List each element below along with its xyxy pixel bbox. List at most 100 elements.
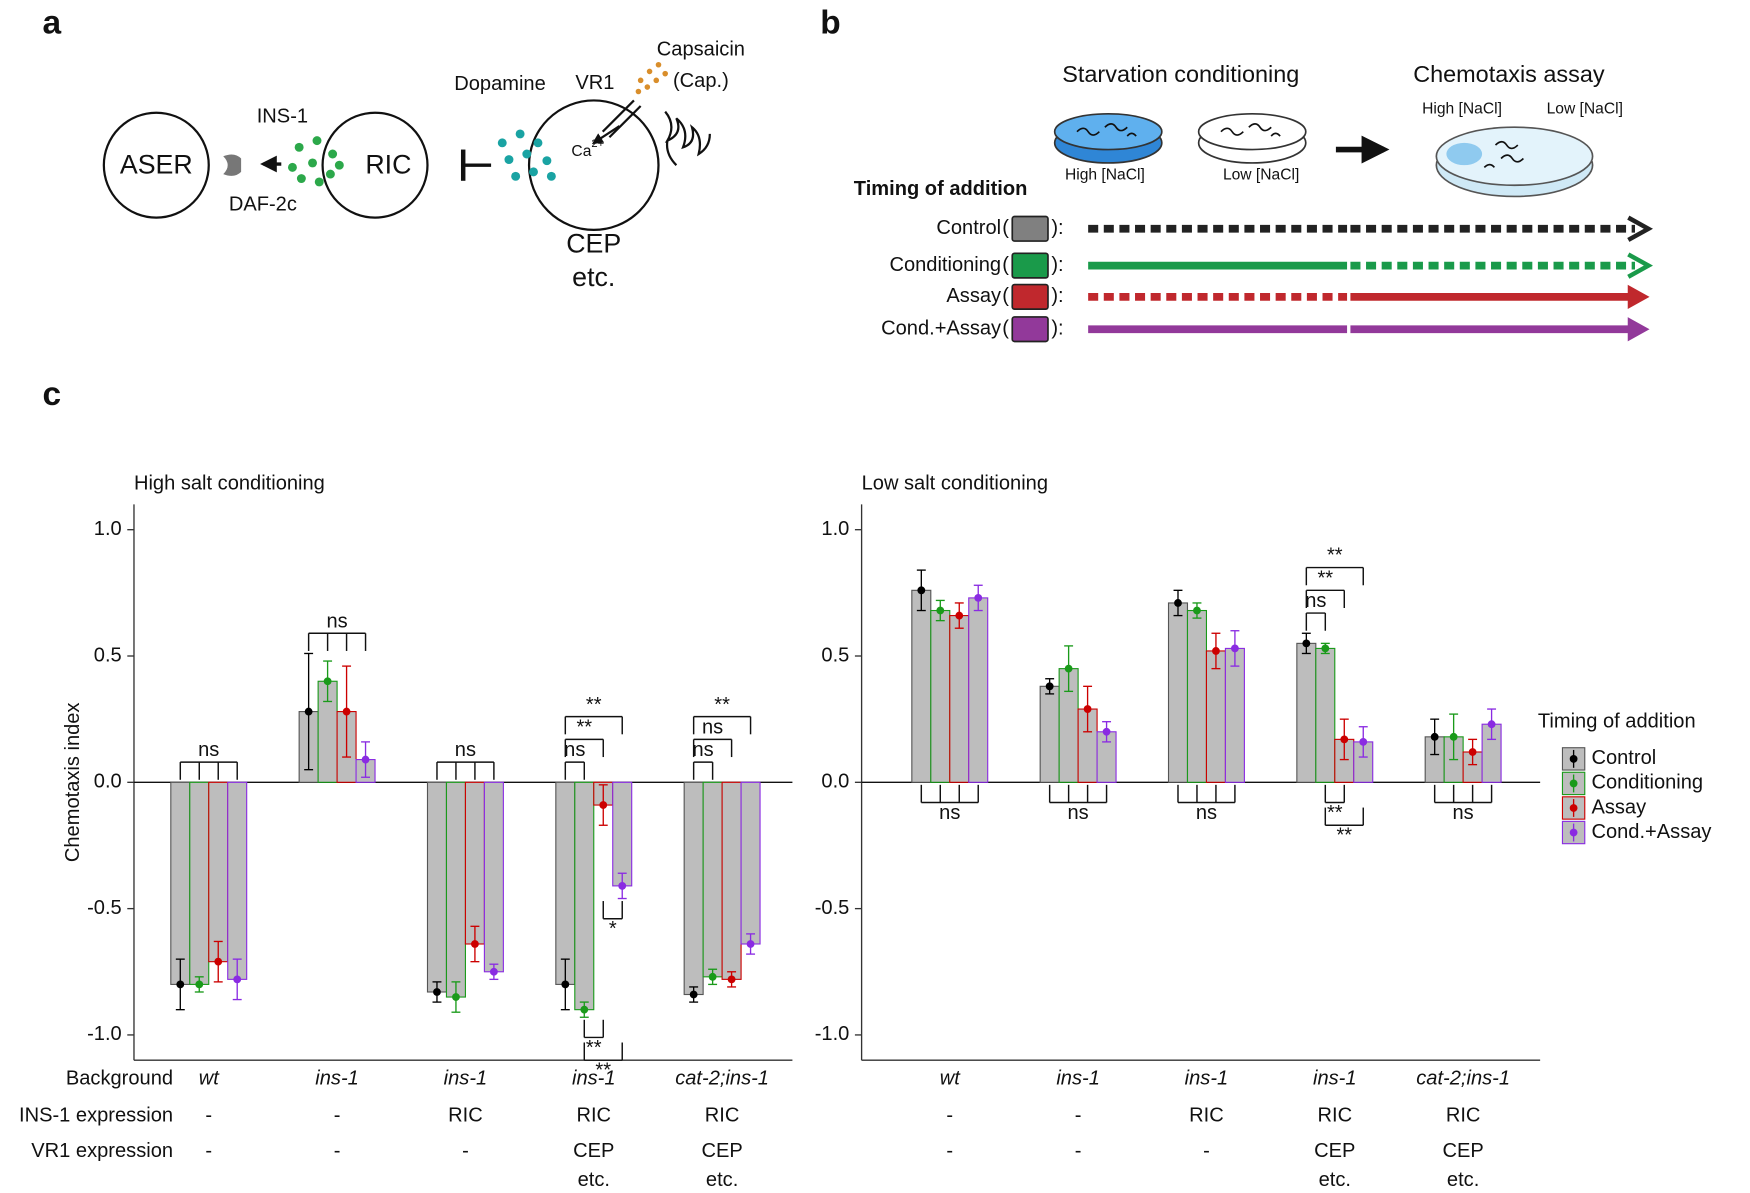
condition: - <box>1075 1140 1082 1162</box>
heading: Chemotaxis assay <box>1413 61 1605 87</box>
bar <box>1039 685 1060 783</box>
heading: Starvation conditioning <box>1062 61 1299 87</box>
row-label: VR1 expression <box>31 1140 173 1162</box>
mean-point <box>1083 705 1092 713</box>
mean-point <box>195 980 204 989</box>
condition: RIC <box>1318 1104 1353 1126</box>
mean-point <box>936 606 945 615</box>
legend-title: Timing of addition <box>1538 710 1696 732</box>
significance: ns <box>198 739 219 761</box>
mean-point <box>176 980 185 989</box>
chart-title: High salt conditioning <box>134 473 325 495</box>
condition: CEP <box>1442 1140 1483 1162</box>
panel-label: a <box>42 4 61 41</box>
mean-point <box>214 957 223 966</box>
significance: ** <box>1327 545 1343 567</box>
y-tick-label: -1.0 <box>815 1023 850 1045</box>
x-tick-label: wt <box>940 1067 961 1089</box>
color-box <box>1011 283 1049 310</box>
row-close: ): <box>1051 285 1063 307</box>
row-close: ): <box>1051 254 1063 276</box>
dopamine-vesicles <box>497 129 556 181</box>
mean-point <box>489 967 498 976</box>
panel-b: b Starvation conditioning Chemotaxis ass… <box>820 4 1653 343</box>
mean-point <box>1468 748 1477 756</box>
mean-point <box>561 980 570 989</box>
bar <box>1167 602 1189 783</box>
y-tick-label: 0.0 <box>821 771 849 793</box>
bar <box>1205 650 1226 783</box>
cilia <box>664 110 711 166</box>
worms <box>1483 140 1524 169</box>
legend-label: Assay <box>1591 796 1646 818</box>
chart-title: Low salt conditioning <box>862 473 1048 495</box>
capsaicin-dots <box>635 61 668 95</box>
mean-point <box>599 801 608 809</box>
color-box <box>1011 316 1049 343</box>
mean-point <box>1045 682 1054 691</box>
chart: Low salt conditioning -1.0 -0.5 0.0 0.5 1.0 ns… <box>815 473 1712 1191</box>
row-open: ( <box>1002 217 1009 239</box>
legend-key <box>1569 754 1578 763</box>
bar <box>1315 647 1336 783</box>
bar <box>445 781 466 998</box>
bar <box>574 781 595 1011</box>
row-open: ( <box>1002 285 1009 307</box>
condition: - <box>334 1104 341 1126</box>
condition: CEP <box>1314 1140 1355 1162</box>
row-label: Conditioning <box>889 254 1001 276</box>
significance: ns <box>693 739 714 761</box>
significance: ** <box>586 694 602 716</box>
label: Dopamine <box>454 73 546 95</box>
label: DAF-2c <box>229 194 297 216</box>
mean-point <box>433 988 441 996</box>
bar <box>555 781 576 985</box>
y-tick-label: 0.5 <box>94 644 122 666</box>
arrowhead <box>1627 317 1650 342</box>
bar <box>721 781 742 980</box>
receptor <box>223 154 242 176</box>
cell-label: ASER <box>120 149 193 179</box>
legend-key <box>1569 779 1578 788</box>
row-open: ( <box>1002 254 1009 276</box>
row-label: Cond.+Assay <box>881 318 1001 340</box>
legend-label: Conditioning <box>1591 772 1703 794</box>
arrowhead <box>1627 215 1653 242</box>
significance: ** <box>1336 825 1352 847</box>
significance: ** <box>595 1060 611 1082</box>
mean-point <box>342 707 351 716</box>
condition: etc. <box>706 1169 738 1191</box>
condition: - <box>205 1140 212 1162</box>
cell-label: RIC <box>365 149 411 179</box>
significance: * <box>609 918 617 940</box>
condition: etc. <box>1319 1169 1351 1191</box>
bar <box>930 609 951 783</box>
mean-point <box>304 707 313 716</box>
bar <box>911 589 932 783</box>
significance: ns <box>455 739 476 761</box>
y-tick-label: 0.5 <box>821 644 849 666</box>
legend-key <box>1569 804 1578 812</box>
x-tick-label: ins-1 <box>315 1067 359 1089</box>
channel <box>601 99 635 133</box>
significance: ns <box>1305 590 1326 612</box>
significance: ns <box>326 610 347 632</box>
row-label: Assay <box>946 285 1001 307</box>
label: INS-1 <box>257 105 308 127</box>
significance: ns <box>939 802 960 824</box>
y-tick-label: 0.0 <box>94 771 122 793</box>
significance: ** <box>576 717 592 739</box>
condition: - <box>334 1140 341 1162</box>
legend-key <box>1569 828 1578 837</box>
row-close: ): <box>1051 217 1063 239</box>
panel-a: a ASER RIC DAF-2c INS-1 Dopamine VR1 Ca2… <box>42 4 745 292</box>
condition: RIC <box>576 1104 611 1126</box>
label: Capsaicin <box>657 39 745 61</box>
mean-point <box>1231 644 1239 653</box>
arrow <box>591 125 621 145</box>
mean-point <box>580 1005 589 1014</box>
condition: - <box>1075 1104 1082 1126</box>
condition: RIC <box>1189 1104 1224 1126</box>
mean-point <box>1321 644 1330 653</box>
mean-point <box>1359 737 1368 746</box>
